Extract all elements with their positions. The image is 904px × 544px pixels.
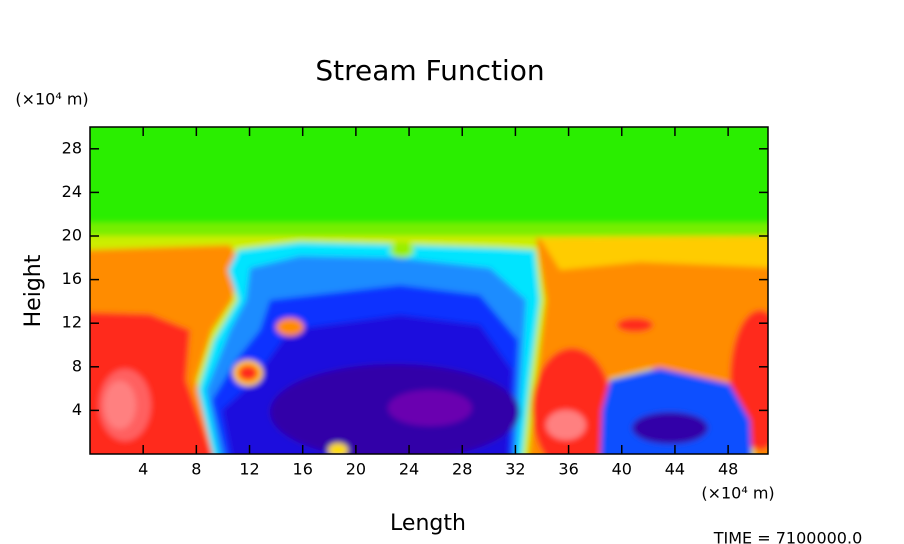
x-tick-label: 48	[718, 460, 738, 479]
y-axis-label: Height	[21, 254, 46, 327]
x-tick-label: 20	[346, 460, 366, 479]
x-axis-label: Length	[390, 511, 466, 536]
x-unit: (×10⁴ m)	[701, 484, 774, 503]
plot-frame	[89, 126, 769, 455]
y-unit: (×10⁴ m)	[15, 90, 88, 109]
x-tick-label: 28	[452, 460, 472, 479]
contour-field	[90, 127, 768, 454]
y-tick-label: 24	[62, 182, 82, 201]
time-label: TIME = 7100000.0	[713, 529, 863, 544]
x-tick-label: 24	[399, 460, 419, 479]
x-tick-label: 16	[293, 460, 313, 479]
y-tick-label: 28	[62, 138, 82, 157]
y-tick-label: 8	[72, 356, 82, 375]
x-tick-label: 32	[505, 460, 525, 479]
x-tick-label: 4	[138, 460, 148, 479]
y-tick-label: 4	[72, 400, 82, 419]
y-tick-label: 16	[62, 269, 82, 288]
y-tick-label: 20	[62, 226, 82, 245]
y-tick-label: 12	[62, 313, 82, 332]
chart-title: Stream Function	[315, 54, 544, 87]
x-tick-label: 12	[239, 460, 259, 479]
x-tick-label: 40	[612, 460, 632, 479]
x-tick-label: 8	[191, 460, 201, 479]
x-tick-label: 36	[558, 460, 578, 479]
x-tick-label: 44	[665, 460, 685, 479]
